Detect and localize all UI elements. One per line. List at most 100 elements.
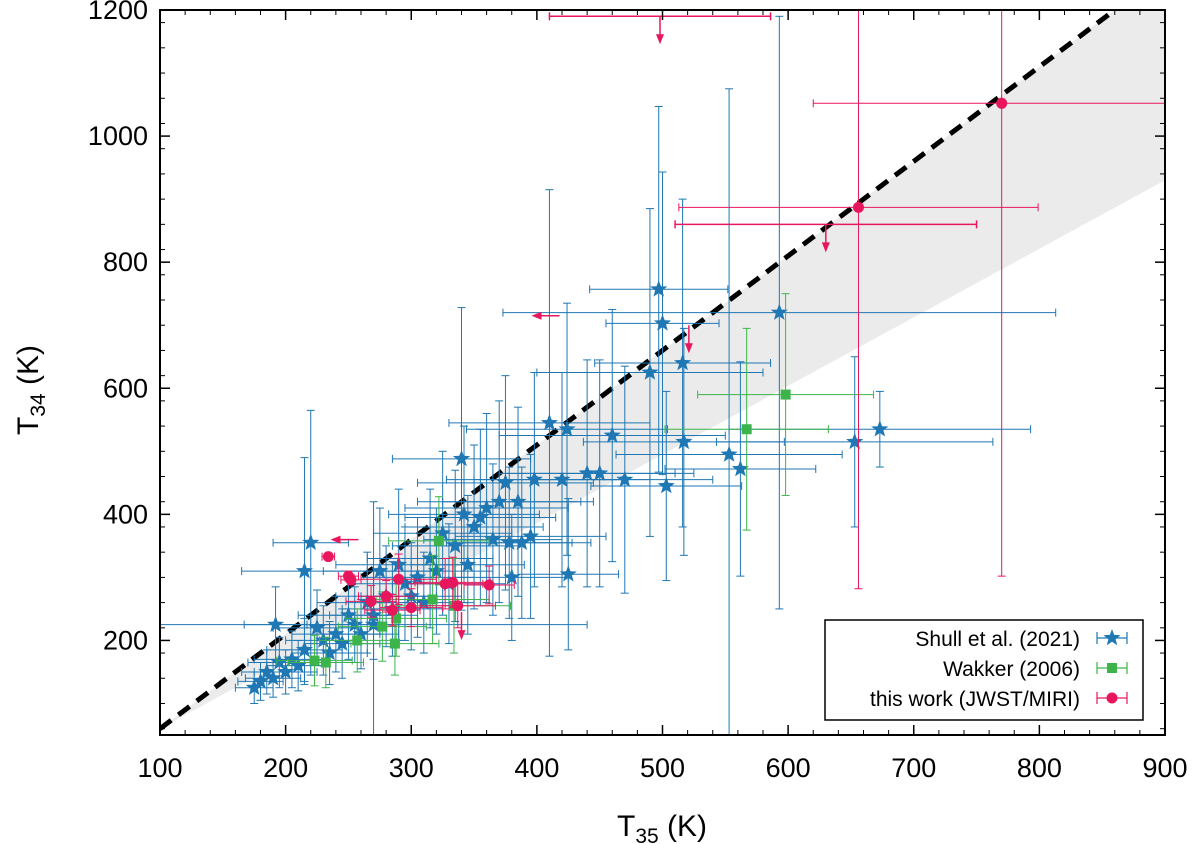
data-point-star [522,527,540,544]
data-point-star [295,562,313,579]
data-point-square [320,657,331,668]
axes-layer: 100 200 300 400 500 600 700 800 900 200 400 600 800 1… [88,0,1188,783]
data-point-circle [386,604,398,616]
data-point-star [559,565,577,582]
y-axis-title-main: T [12,417,45,435]
data-point-star [459,555,477,573]
data-point-star [500,533,518,550]
data-point-star [396,574,414,591]
data-point-star [478,499,496,516]
data-point-circle [996,97,1008,109]
y-tick-label: 600 [103,373,148,403]
data-point-star [352,625,370,642]
data-point-star [427,562,445,579]
data-point-star [558,420,576,437]
data-point-star [314,631,332,648]
legend-box [824,619,1144,721]
x-tick-label: 800 [1017,753,1062,783]
data-point-star [339,606,357,623]
data-point-star [674,354,692,371]
legend-label-wakker: Wakker (2006) [943,658,1080,681]
data-point-star [446,536,464,554]
data-point-square [780,389,791,400]
data-point-circle [345,574,357,586]
data-point-square [377,621,388,632]
data-point-circle [322,551,334,563]
data-point-star [302,533,320,550]
fit-line [160,10,1117,731]
data-point-star [496,473,514,491]
data-point-circle [365,595,377,607]
data-point-star [525,470,543,487]
series-2 [321,10,1165,641]
data-point-star [371,562,389,579]
legend-marker-circle [1106,692,1118,704]
fit-line-layer [160,10,1117,731]
data-point-star [365,615,383,632]
data-point-square [309,655,320,666]
data-point-star [295,640,313,658]
data-point-star [650,280,668,297]
upper-limit-arrow-head [821,242,830,253]
data-point-star [452,449,471,467]
data-point-circle [852,201,864,213]
data-point-circle [380,590,392,602]
y-tick-label: 800 [103,247,148,277]
y-axis-title-subscript: 34 [27,393,50,417]
data-point-star [455,505,473,522]
x-tick-label: 600 [766,753,811,783]
data-point-circle [393,573,405,585]
data-point-star [270,653,288,670]
upper-limit-arrow-head [531,311,542,320]
x-tick-label: 900 [1142,753,1187,783]
data-point-star [653,314,672,331]
upper-limit-arrow-head [457,630,466,641]
data-point-star [553,470,571,487]
data-point-star [289,656,307,673]
x-axis-title-subscript: 35 [635,825,658,844]
data-point-star [333,634,351,651]
data-point-star [603,426,621,443]
x-tick-label: 300 [389,753,434,783]
data-series-layer [160,10,1165,735]
y-tick-label: 1000 [88,121,148,151]
y-tick-label: 1200 [88,0,148,25]
legend-label-shull: Shull et al. (2021) [915,628,1080,651]
x-axis-title: T35 (K) [617,810,707,844]
x-axis-title-unit: (K) [659,810,707,843]
data-point-square [433,535,444,546]
y-tick-label: 400 [103,499,148,529]
data-point-star [490,492,508,509]
data-point-star [846,432,864,450]
legend: Shull et al. (2021) Wakker (2006) this w… [824,619,1144,721]
data-point-star [251,672,270,689]
x-tick-label: 500 [640,753,685,783]
data-point-star [591,464,609,481]
data-point-star [770,303,788,320]
data-point-star [513,533,531,550]
legend-marker-square [1107,663,1117,673]
data-point-star [421,549,439,566]
data-point-star [720,445,738,462]
data-point-star [264,669,282,686]
y-tick-label: 200 [103,625,148,655]
data-point-star [616,470,634,487]
data-point-star [245,678,263,695]
y-axis-title: T34 (K) [12,345,50,435]
data-point-star [509,492,527,509]
data-point-circle [405,602,417,614]
upper-limit-arrow-head [684,343,693,354]
data-point-circle [483,579,495,591]
data-point-square [352,635,363,646]
data-point-star [409,568,427,585]
legend-marker-star [1103,629,1121,646]
data-point-star [484,530,502,547]
data-point-square [741,424,752,435]
upper-limit-arrow-head [655,34,664,45]
upper-limit-arrow-head [330,535,341,544]
x-tick-label: 700 [891,753,936,783]
data-point-star [415,593,433,610]
data-point-star [327,625,345,642]
data-point-star [540,413,558,431]
series-0 [160,15,1057,735]
